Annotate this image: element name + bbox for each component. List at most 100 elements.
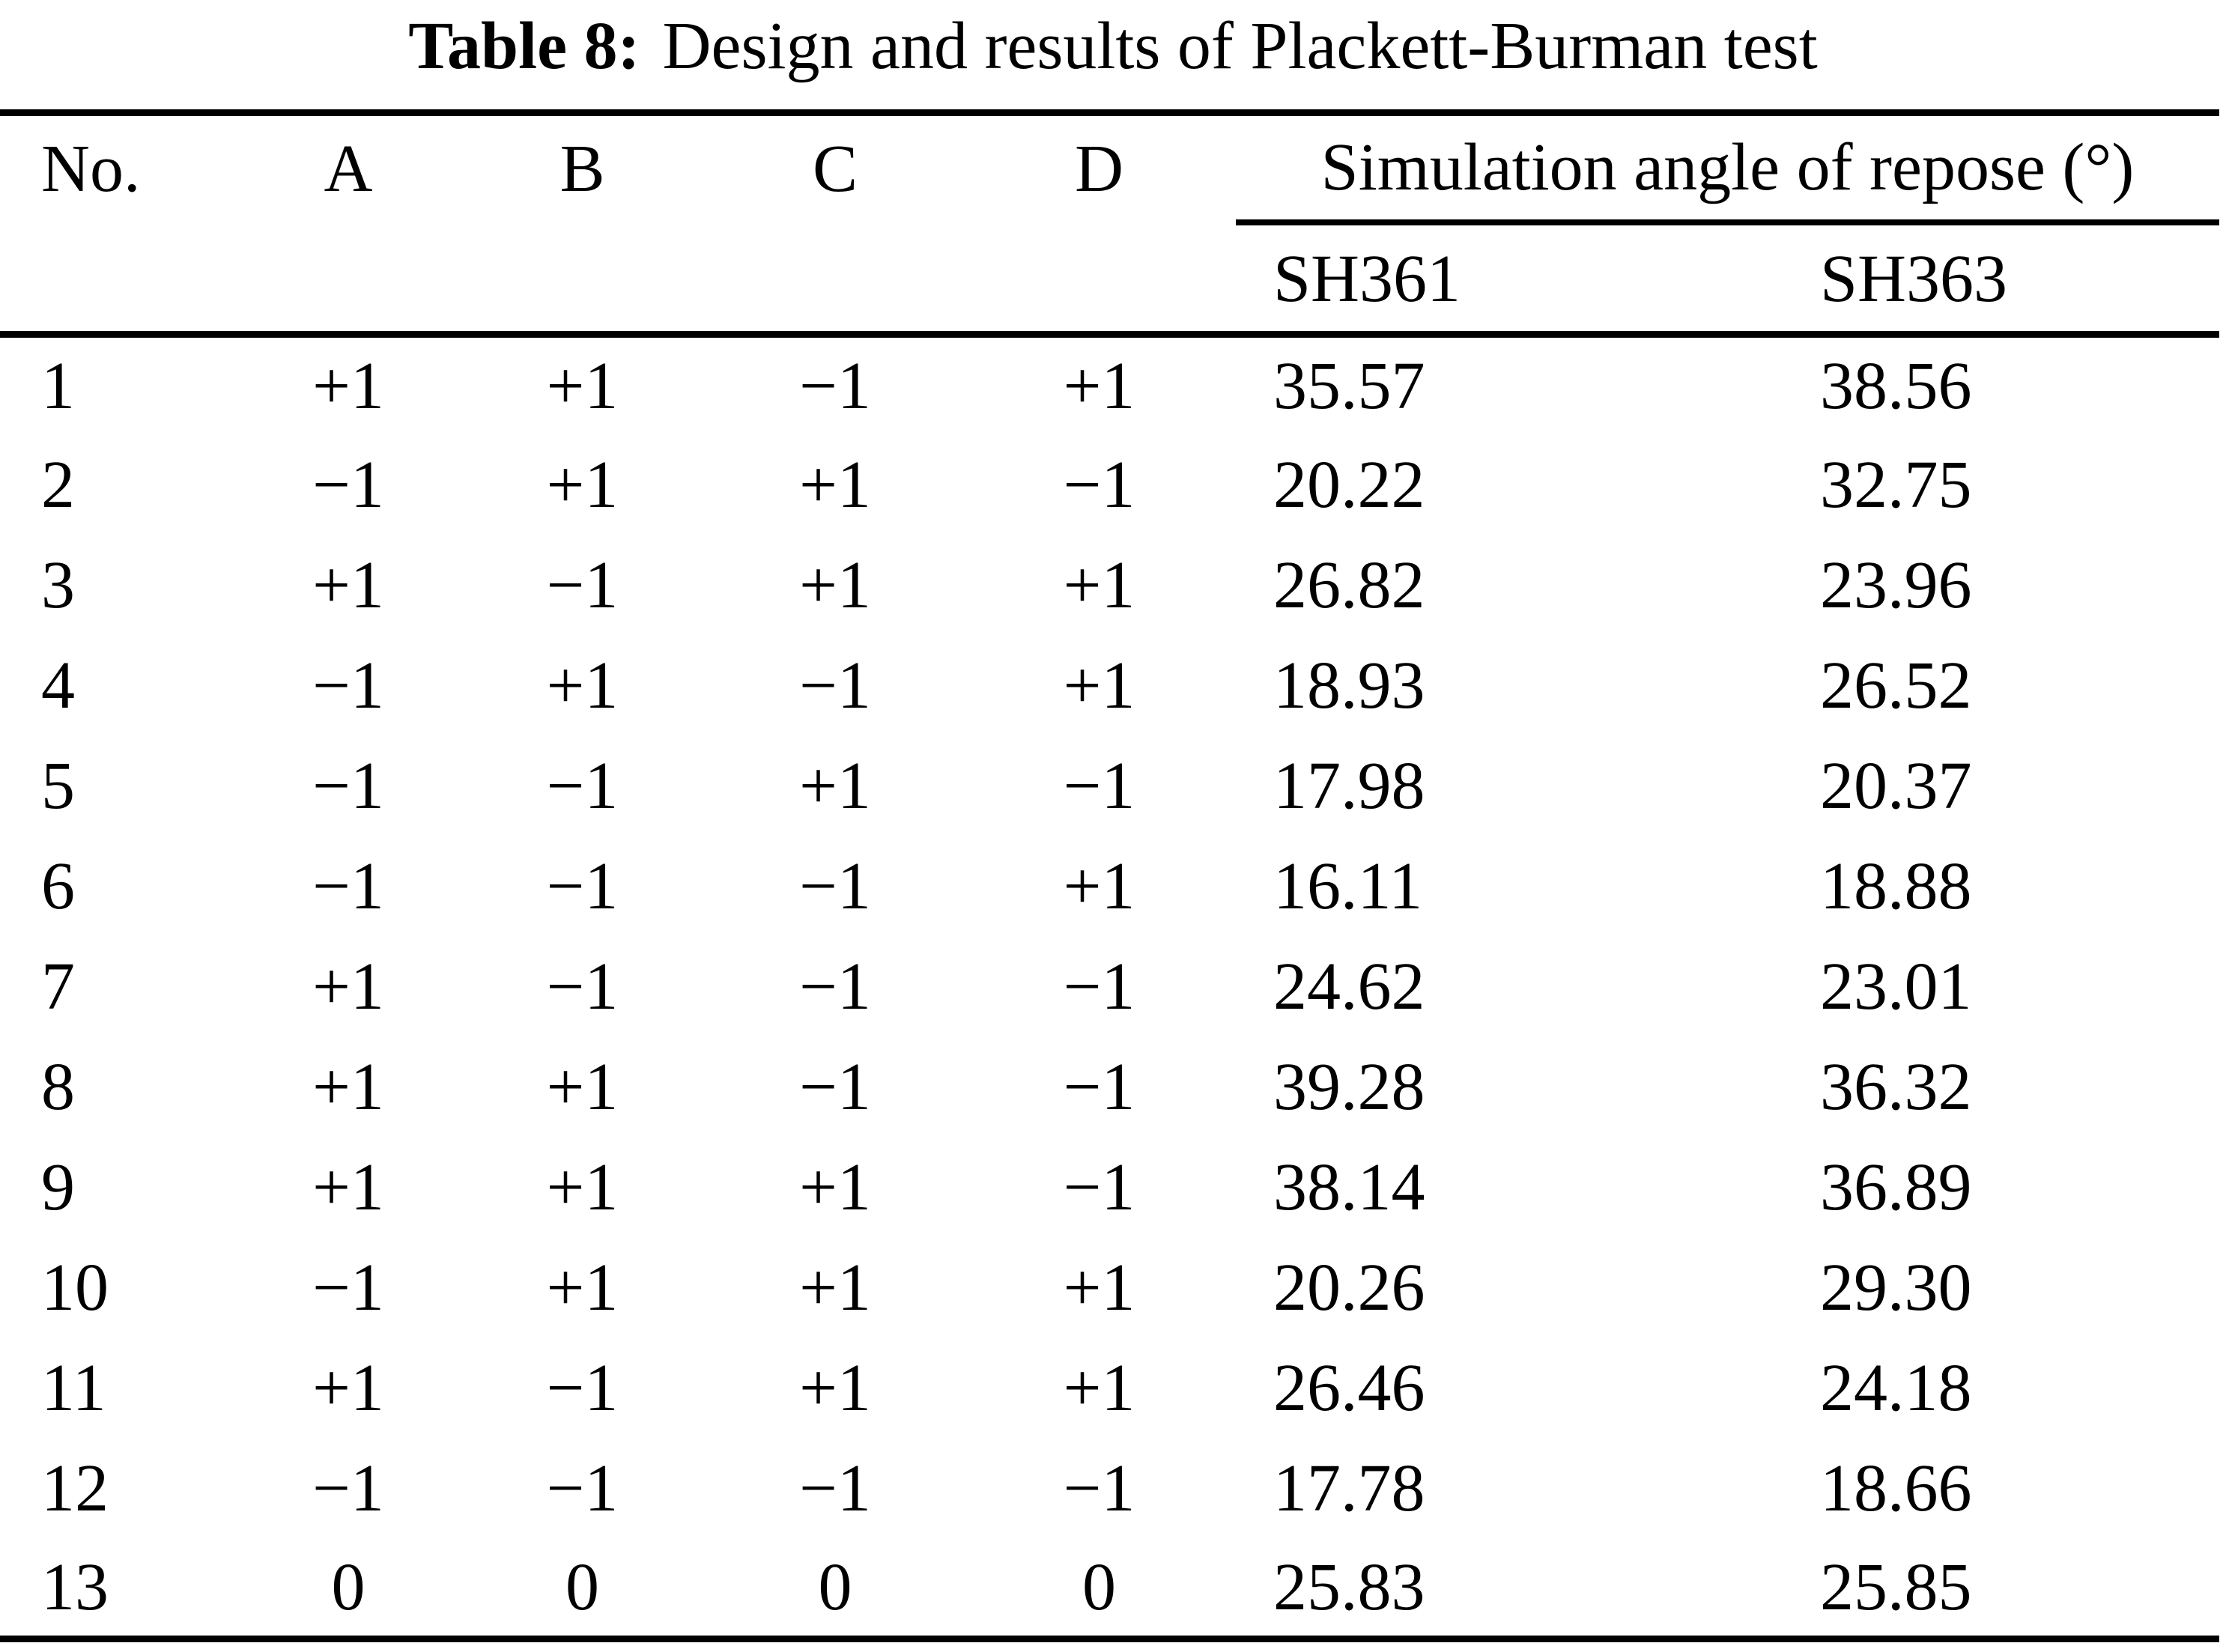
cell-b: +1 (546, 1150, 619, 1224)
cell-a: 0 (240, 1538, 457, 1642)
cell-a: +1 (312, 548, 384, 622)
cell-b: +1 (546, 1050, 619, 1124)
cell-d: +1 (1063, 548, 1135, 622)
cell-a: +1 (312, 1150, 384, 1224)
cell-no: 3 (41, 548, 75, 622)
cell-c: +1 (799, 749, 871, 823)
plackett-burman-table: No. A B C D Simulation angle of repose (… (0, 109, 2219, 1642)
cell-d: −1 (1063, 950, 1135, 1024)
table-caption-label: Table 8: (408, 9, 640, 83)
cell-b: −1 (546, 749, 619, 823)
cell-c: 0 (708, 1538, 962, 1642)
cell-sh361: 26.46 (1273, 1351, 1425, 1425)
cell-a: −1 (312, 1451, 384, 1525)
cell-d: −1 (1063, 448, 1135, 522)
cell-c: +1 (799, 1351, 871, 1425)
cell-c: −1 (799, 1451, 871, 1525)
cell-sh363: 23.96 (1820, 548, 1972, 622)
cell-no: 6 (41, 849, 75, 923)
cell-sh363: 26.52 (1820, 649, 1972, 723)
cell-b: +1 (546, 1251, 619, 1325)
cell-no: 1 (41, 349, 75, 424)
table-row: 5 −1 −1 +1 −1 17.98 20.37 (0, 736, 2219, 836)
cell-b: +1 (546, 649, 619, 723)
cell-sh361: 18.93 (1273, 649, 1425, 723)
cell-a: +1 (312, 1050, 384, 1124)
cell-d: +1 (1063, 349, 1135, 424)
column-header-simulation-angle-of-repose: Simulation angle of repose (°) (1236, 112, 2219, 225)
cell-c: −1 (799, 649, 871, 723)
cell-sh363: 18.88 (1820, 849, 1972, 923)
column-header-b: B (559, 132, 605, 207)
cell-d: −1 (1063, 1150, 1135, 1224)
header-row-main: No. A B C D Simulation angle of repose (… (0, 112, 2219, 225)
cell-sh361: 24.62 (1273, 950, 1425, 1024)
cell-no: 10 (41, 1251, 109, 1325)
cell-no: 7 (41, 950, 75, 1024)
cell-sh363: 36.89 (1820, 1150, 1972, 1224)
cell-d: +1 (1063, 1251, 1135, 1325)
cell-b: −1 (546, 849, 619, 923)
cell-a: −1 (312, 1251, 384, 1325)
table-row: 1 +1 +1 −1 +1 35.57 38.56 (0, 335, 2219, 435)
table-body: 1 +1 +1 −1 +1 35.57 38.56 2 −1 +1 +1 −1 … (0, 335, 2219, 1642)
table-row: 10 −1 +1 +1 +1 20.26 29.30 (0, 1238, 2219, 1338)
cell-c: −1 (799, 950, 871, 1024)
cell-a: −1 (312, 448, 384, 522)
cell-d: +1 (1063, 1351, 1135, 1425)
cell-sh361: 26.82 (1273, 548, 1425, 622)
cell-sh361: 17.78 (1273, 1451, 1425, 1525)
cell-a: +1 (312, 1351, 384, 1425)
table-row: 12 −1 −1 −1 −1 17.78 18.66 (0, 1439, 2219, 1539)
cell-sh361: 38.14 (1273, 1150, 1425, 1224)
cell-d: −1 (1063, 749, 1135, 823)
cell-d: +1 (1063, 649, 1135, 723)
cell-no: 5 (41, 749, 75, 823)
cell-sh363: 38.56 (1820, 349, 1972, 424)
cell-sh361: 20.22 (1273, 448, 1425, 522)
cell-d: −1 (1063, 1451, 1135, 1525)
table-caption: Table 8: Design and results of Plackett-B… (0, 0, 2226, 109)
cell-c: −1 (799, 849, 871, 923)
cell-d: 0 (962, 1538, 1236, 1642)
table-caption-text: Design and results of Plackett-Burman te… (662, 9, 1818, 83)
cell-sh361: 20.26 (1273, 1251, 1425, 1325)
cell-c: −1 (799, 1050, 871, 1124)
cell-b: −1 (546, 1351, 619, 1425)
cell-no: 2 (41, 448, 75, 522)
cell-sh363: 20.37 (1820, 749, 1972, 823)
cell-no: 12 (41, 1451, 109, 1525)
cell-sh363: 25.85 (1760, 1538, 2219, 1642)
cell-sh363: 29.30 (1820, 1251, 1972, 1325)
table-header: No. A B C D Simulation angle of repose (… (0, 112, 2219, 338)
cell-sh361: 17.98 (1273, 749, 1425, 823)
cell-sh363: 36.32 (1820, 1050, 1972, 1124)
cell-no: 13 (0, 1538, 240, 1642)
table-row: 13 0 0 0 0 25.83 25.85 (0, 1538, 2219, 1642)
cell-sh361: 39.28 (1273, 1050, 1425, 1124)
table-row: 3 +1 −1 +1 +1 26.82 23.96 (0, 535, 2219, 636)
cell-sh361: 16.11 (1273, 849, 1423, 923)
column-header-d: D (1075, 132, 1123, 207)
table-row: 8 +1 +1 −1 −1 39.28 36.32 (0, 1037, 2219, 1138)
cell-a: −1 (312, 849, 384, 923)
table-row: 11 +1 −1 +1 +1 26.46 24.18 (0, 1338, 2219, 1439)
column-header-sh361: SH361 (1236, 222, 1760, 338)
header-row-sub: SH361 SH363 (0, 222, 2219, 338)
cell-b: 0 (457, 1538, 708, 1642)
cell-d: −1 (1063, 1050, 1135, 1124)
column-header-no: No. (41, 132, 141, 207)
cell-b: −1 (546, 548, 619, 622)
cell-c: −1 (799, 349, 871, 424)
cell-sh363: 23.01 (1820, 950, 1972, 1024)
cell-no: 8 (41, 1050, 75, 1124)
cell-c: +1 (799, 448, 871, 522)
cell-b: −1 (546, 950, 619, 1024)
cell-sh363: 32.75 (1820, 448, 1972, 522)
column-header-a: A (324, 132, 373, 207)
table-row: 2 −1 +1 +1 −1 20.22 32.75 (0, 435, 2219, 535)
cell-b: −1 (546, 1451, 619, 1525)
cell-a: −1 (312, 649, 384, 723)
cell-no: 9 (41, 1150, 75, 1224)
